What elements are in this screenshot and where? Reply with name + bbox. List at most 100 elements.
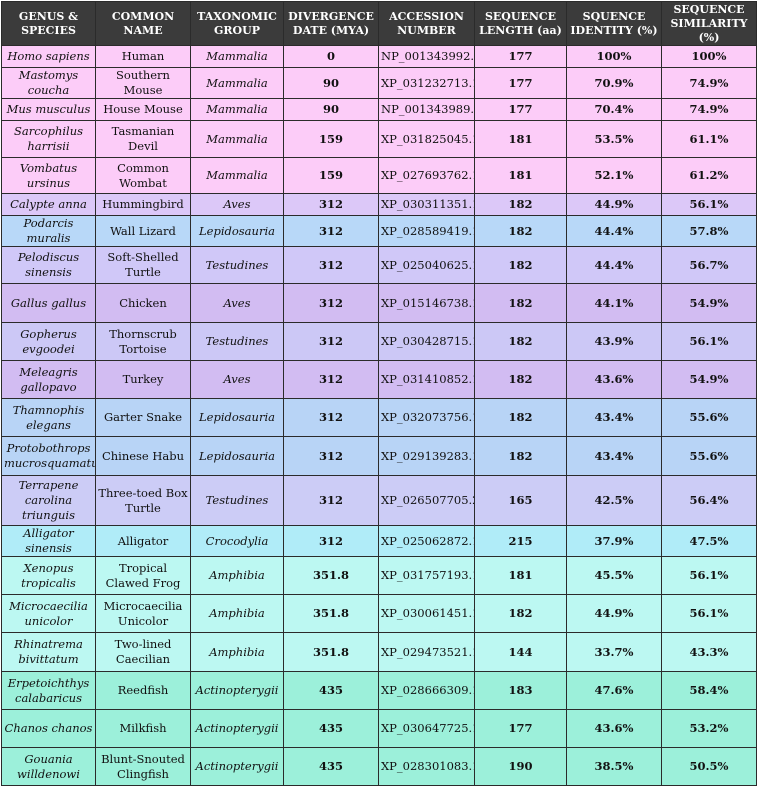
species-cell: Pelodiscus sinensis	[1, 246, 96, 284]
species-cell: Alligator sinensis	[1, 525, 96, 557]
table-row: Rhinatrema bivittatum Two-lined Caecilian…	[1, 632, 757, 672]
species-cell: Sarcophilus harrisii	[1, 120, 96, 158]
accession-cell: XP_025062872.1	[378, 525, 475, 557]
group-cell: Aves	[190, 283, 284, 323]
identity-cell: 43.4%	[566, 436, 662, 476]
length-cell: 177	[474, 45, 567, 68]
common-name-cell: Two-lined Caecilian	[95, 632, 191, 672]
accession-cell: XP_028301083.1	[378, 747, 475, 786]
accession-cell: XP_027693762.1	[378, 157, 475, 194]
similarity-cell: 43.3%	[661, 632, 757, 672]
divergence-cell: 90	[283, 98, 379, 121]
similarity-cell: 54.9%	[661, 360, 757, 399]
divergence-cell: 312	[283, 398, 379, 437]
accession-cell: XP_031232713.1	[378, 67, 475, 99]
accession-cell: XP_031825045.1	[378, 120, 475, 158]
length-cell: 182	[474, 283, 567, 323]
common-name-cell: House Mouse	[95, 98, 191, 121]
group-cell: Mammalia	[190, 120, 284, 158]
divergence-cell: 435	[283, 671, 379, 710]
common-name-cell: Milkfish	[95, 709, 191, 748]
table-body: Homo sapiens Human Mammalia 0 NP_001343992.1…	[1, 45, 757, 786]
table-row: Chanos chanos Milkfish Actinopterygii 435 XP…	[1, 709, 757, 748]
accession-cell: XP_031757193.1	[378, 556, 475, 595]
accession-cell: XP_030647725.1	[378, 709, 475, 748]
common-name-cell: Hummingbird	[95, 193, 191, 216]
similarity-cell: 100%	[661, 45, 757, 68]
similarity-cell: 61.2%	[661, 157, 757, 194]
accession-cell: XP_030061451.1	[378, 594, 475, 633]
table-row: Calypte anna Hummingbird Aves 312 XP_0303113…	[1, 193, 757, 216]
similarity-cell: 56.1%	[661, 594, 757, 633]
group-cell: Testudines	[190, 475, 284, 526]
accession-cell: XP_028666309.1	[378, 671, 475, 710]
identity-cell: 47.6%	[566, 671, 662, 710]
common-name-cell: Turkey	[95, 360, 191, 399]
similarity-cell: 55.6%	[661, 398, 757, 437]
common-name-cell: Soft-Shelled Turtle	[95, 246, 191, 284]
identity-cell: 33.7%	[566, 632, 662, 672]
group-cell: Mammalia	[190, 45, 284, 68]
length-cell: 182	[474, 594, 567, 633]
identity-cell: 44.9%	[566, 594, 662, 633]
table-row: Gopherus evgoodei Thornscrub Tortoise Test…	[1, 322, 757, 361]
identity-cell: 44.9%	[566, 193, 662, 216]
table-row: Gouania willdenowi Blunt-Snouted Clingfis…	[1, 747, 757, 786]
identity-cell: 100%	[566, 45, 662, 68]
header-cell: ACCESSION NUMBER	[378, 1, 475, 46]
group-cell: Crocodylia	[190, 525, 284, 557]
length-cell: 181	[474, 556, 567, 595]
length-cell: 165	[474, 475, 567, 526]
identity-cell: 43.6%	[566, 709, 662, 748]
group-cell: Testudines	[190, 246, 284, 284]
accession-cell: XP_030428715.1	[378, 322, 475, 361]
similarity-cell: 53.2%	[661, 709, 757, 748]
group-cell: Lepidosauria	[190, 436, 284, 476]
similarity-cell: 57.8%	[661, 215, 757, 247]
identity-cell: 43.4%	[566, 398, 662, 437]
species-cell: Mastomys coucha	[1, 67, 96, 99]
similarity-cell: 74.9%	[661, 98, 757, 121]
table-row: Homo sapiens Human Mammalia 0 NP_001343992.1…	[1, 45, 757, 68]
common-name-cell: Three-toed Box Turtle	[95, 475, 191, 526]
accession-cell: XP_031410852.1	[378, 360, 475, 399]
similarity-cell: 56.7%	[661, 246, 757, 284]
common-name-cell: Chinese Habu	[95, 436, 191, 476]
common-name-cell: Alligator	[95, 525, 191, 557]
accession-cell: NP_001343989.1	[378, 98, 475, 121]
header-cell: COMMON NAME	[95, 1, 191, 46]
table-row: Alligator sinensis Alligator Crocodylia 312…	[1, 525, 757, 557]
length-cell: 215	[474, 525, 567, 557]
length-cell: 190	[474, 747, 567, 786]
length-cell: 177	[474, 67, 567, 99]
divergence-cell: 351.8	[283, 632, 379, 672]
table-row: Microcaecilia unicolor Microcaecilia Unic…	[1, 594, 757, 633]
common-name-cell: Garter Snake	[95, 398, 191, 437]
header-cell: DIVERGENCE DATE (MYA)	[283, 1, 379, 46]
similarity-cell: 61.1%	[661, 120, 757, 158]
group-cell: Actinopterygii	[190, 747, 284, 786]
length-cell: 183	[474, 671, 567, 710]
identity-cell: 37.9%	[566, 525, 662, 557]
header-cell: SEQUENCE SIMILARITY (%)	[661, 1, 757, 46]
table-row: Terrapene carolina triunguis Three-toed B…	[1, 475, 757, 526]
accession-cell: XP_026507705.2	[378, 475, 475, 526]
identity-cell: 70.9%	[566, 67, 662, 99]
species-cell: Calypte anna	[1, 193, 96, 216]
accession-cell: XP_025040625.1	[378, 246, 475, 284]
species-cell: Podarcis muralis	[1, 215, 96, 247]
divergence-cell: 159	[283, 120, 379, 158]
header-cell: GENUS & SPECIES	[1, 1, 96, 46]
divergence-cell: 312	[283, 525, 379, 557]
table-row: Mastomys coucha Southern Mouse Mammalia 90 X…	[1, 67, 757, 99]
table-row: Pelodiscus sinensis Soft-Shelled Turtle Te…	[1, 246, 757, 284]
length-cell: 181	[474, 120, 567, 158]
identity-cell: 52.1%	[566, 157, 662, 194]
group-cell: Testudines	[190, 322, 284, 361]
length-cell: 182	[474, 436, 567, 476]
group-cell: Mammalia	[190, 98, 284, 121]
similarity-cell: 54.9%	[661, 283, 757, 323]
divergence-cell: 312	[283, 246, 379, 284]
header-row: GENUS & SPECIES COMMON NAME TAXONOMIC GROU…	[1, 1, 757, 46]
table-row: Podarcis muralis Wall Lizard Lepidosauria 3…	[1, 215, 757, 247]
